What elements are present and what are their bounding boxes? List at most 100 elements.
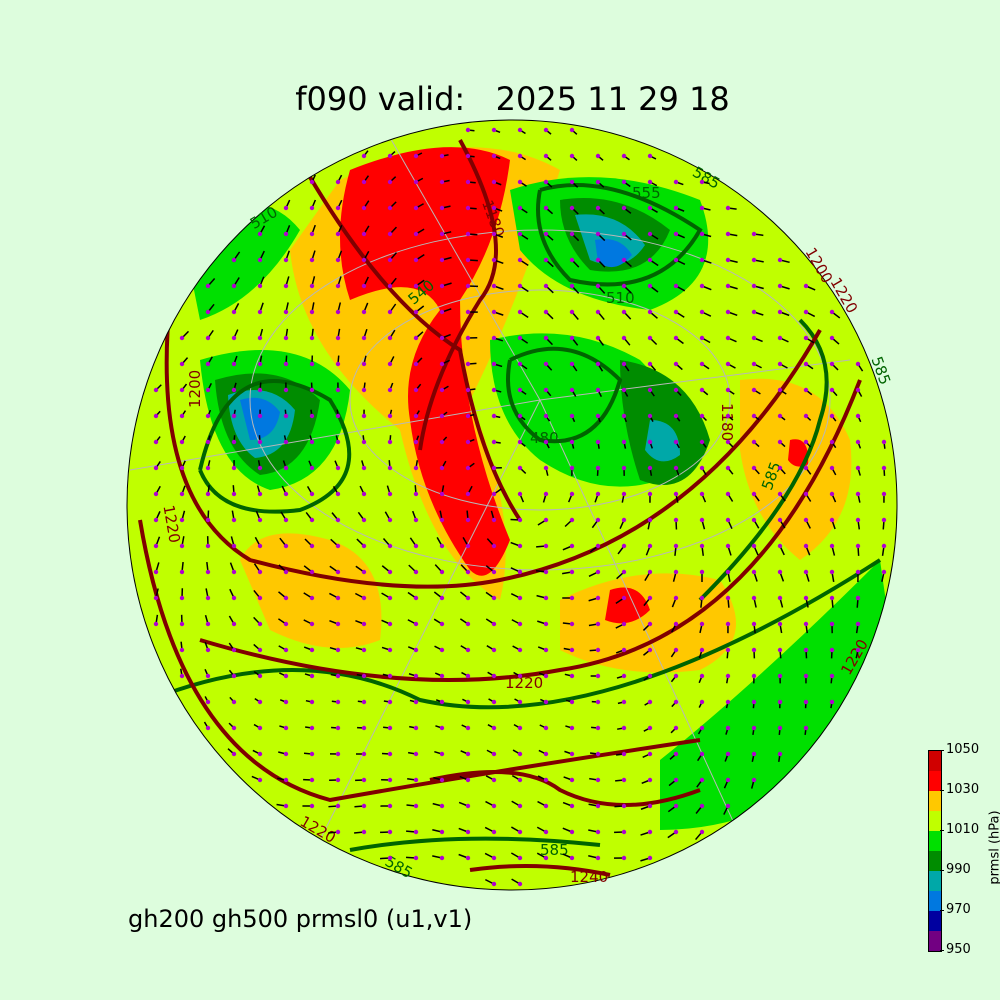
wind-point [361,361,367,367]
wind-point [205,283,211,289]
wind-point [387,621,393,627]
wind-point [205,309,211,315]
wind-point [283,309,289,315]
wind-point [309,491,315,497]
wind-point [413,335,419,341]
wind-point [257,595,263,601]
wind-point [777,517,783,523]
wind-point [517,413,523,419]
wind-point [881,543,887,549]
wind-point [465,361,471,367]
wind-point [855,439,861,445]
wind-point [699,595,705,601]
wind-point [777,699,783,705]
wind-point [257,361,263,367]
wind-point [881,465,887,471]
wind-point [205,387,211,393]
wind-point [335,673,341,679]
wind-point [413,179,419,185]
wind-point [803,491,809,497]
wind-point [309,231,315,237]
wind-point [777,647,783,653]
wind-point [595,517,601,523]
wind-point [647,439,653,445]
wind-point [413,231,419,237]
wind-point [179,465,185,471]
wind-point [855,517,861,523]
wind-point [673,465,679,471]
wind-point [699,361,705,367]
wind-point [283,803,289,809]
wind-point [673,413,679,419]
wind-point [387,309,393,315]
wind-point [543,257,549,263]
wind-point [803,465,809,471]
wind-point [179,439,185,445]
wind-point [803,699,809,705]
wind-point [205,569,211,575]
wind-point [777,309,783,315]
wind-point [621,751,627,757]
wind-point [465,673,471,679]
colorbar-bin [929,851,941,871]
wind-point [335,491,341,497]
wind-point [387,517,393,523]
wind-point [751,647,757,653]
wind-point [439,491,445,497]
gh500-contours [149,183,882,852]
wind-point [309,439,315,445]
wind-point [465,283,471,289]
globe-outline [126,119,898,891]
wind-point [361,335,367,341]
wind-point [465,517,471,523]
wind-point [647,699,653,705]
wind-point [439,725,445,731]
wind-point [543,387,549,393]
wind-point [439,361,445,367]
wind-point [725,777,731,783]
wind-point [361,829,367,835]
wind-point [179,569,185,575]
wind-point [621,153,627,159]
wind-point [881,517,887,523]
wind-point [621,517,627,523]
wind-point [387,777,393,783]
wind-point [465,335,471,341]
wind-point [465,569,471,575]
wind-point [387,439,393,445]
wind-point [257,231,263,237]
wind-point [725,517,731,523]
wind-point [439,829,445,835]
wind-point [283,725,289,731]
wind-point [751,725,757,731]
wind-point [829,439,835,445]
wind-point [803,543,809,549]
wind-point [439,413,445,419]
wind-point [153,465,159,471]
wind-point [491,309,497,315]
wind-point [647,621,653,627]
wind-point [205,361,211,367]
wind-point [777,439,783,445]
wind-point [517,439,523,445]
wind-point [491,699,497,705]
wind-point [491,881,497,887]
wind-point [205,725,211,731]
wind-point [699,335,705,341]
wind-point [699,205,705,211]
wind-point [413,569,419,575]
gh500-label: 585 [540,841,569,859]
wind-point [725,621,731,627]
wind-point [231,595,237,601]
wind-point [647,335,653,341]
wind-point [543,205,549,211]
wind-point [569,361,575,367]
wind-point [595,647,601,653]
gh200-label: 1180 [718,403,736,441]
wind-point [777,465,783,471]
wind-point [231,543,237,549]
wind-point [361,673,367,679]
wind-point [647,725,653,731]
wind-point [361,205,367,211]
wind-point [257,699,263,705]
